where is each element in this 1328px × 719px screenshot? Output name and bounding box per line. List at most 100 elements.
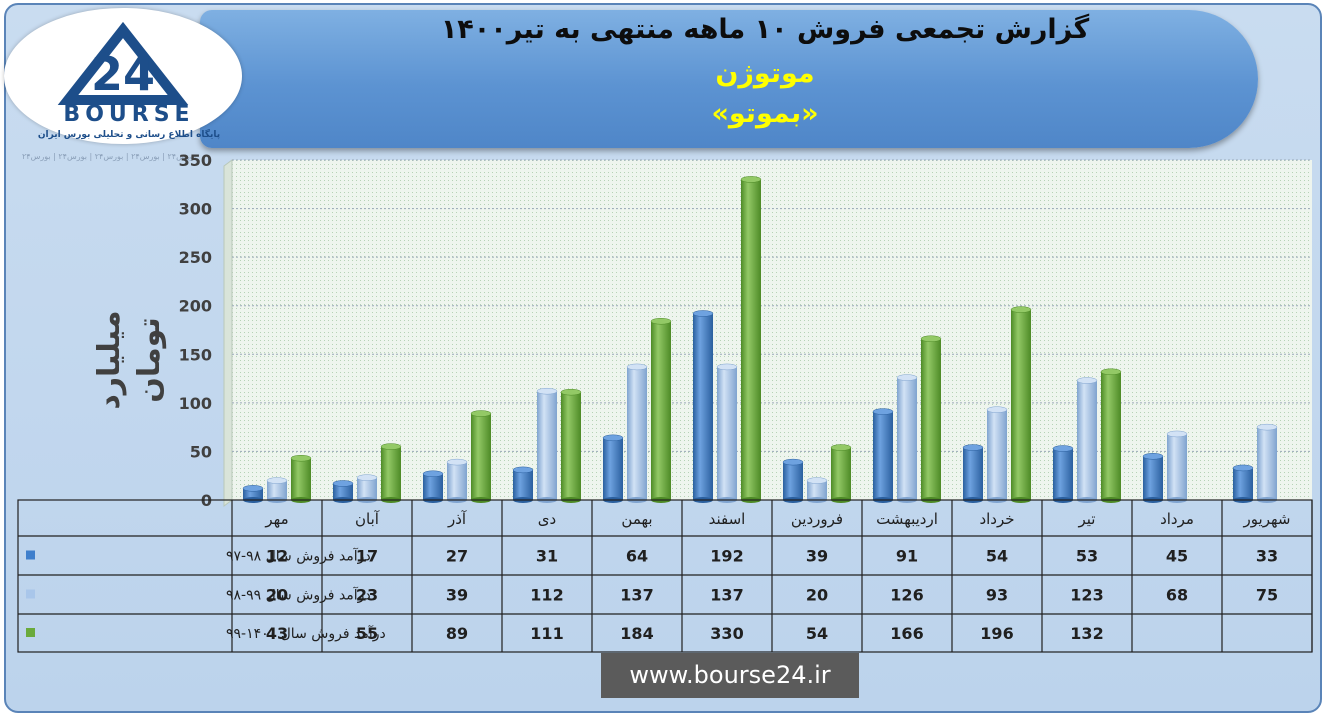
data-label: 43	[266, 624, 288, 643]
data-label: 123	[1070, 586, 1103, 605]
bar-top	[896, 374, 918, 381]
legend-swatch	[26, 628, 35, 637]
bar-body	[717, 366, 737, 500]
logo-tagline: پایگاه اطلاع رسانی و تحلیلی بورس ایران	[37, 130, 221, 140]
data-label: 93	[986, 586, 1008, 605]
company-name: موتوژن	[715, 58, 815, 89]
y-tick-label: 200	[179, 297, 212, 316]
bar-body	[471, 413, 491, 500]
data-label: 192	[710, 547, 743, 566]
x-tick-label: آذر	[447, 510, 467, 528]
bar	[692, 310, 714, 503]
data-label: 54	[806, 624, 828, 643]
bar-top	[626, 363, 648, 371]
bar-top	[872, 408, 894, 415]
y-tick-label: 300	[179, 200, 212, 219]
website-url[interactable]: www.bourse24.ir	[601, 653, 859, 698]
x-tick-label: اسفند	[709, 510, 746, 528]
bar-top	[782, 458, 804, 466]
bar-top	[1052, 445, 1074, 452]
data-label: 39	[806, 547, 828, 566]
bar-top	[1076, 377, 1098, 384]
data-label: 33	[1256, 547, 1278, 566]
bar	[290, 454, 312, 503]
bar-top	[1100, 368, 1122, 376]
data-label: 112	[530, 586, 563, 605]
bar-top	[962, 444, 984, 451]
y-tick-label: 100	[179, 394, 212, 413]
bar-body	[1011, 309, 1031, 500]
bourse24-logo: 24 BOURSE پایگاه اطلاع رسانی و تحلیلی بو…	[4, 8, 242, 144]
bar-body	[783, 462, 803, 500]
bar-body	[831, 447, 851, 500]
bar-top	[716, 363, 738, 371]
data-label: 184	[620, 624, 653, 643]
bar	[1142, 453, 1164, 503]
bar	[896, 374, 918, 503]
bar-body	[741, 179, 761, 500]
logo-word: BOURSE	[63, 102, 195, 127]
bars-group	[242, 176, 1278, 503]
bar-top	[602, 434, 624, 442]
data-label: 27	[446, 547, 468, 566]
data-label: 39	[446, 586, 468, 605]
bar-top	[536, 387, 558, 395]
data-label: 12	[266, 547, 288, 566]
legend-label: درآمد فروش سال ۱۴۰۰-۹۹	[226, 625, 386, 642]
x-tick-label: شهریور	[1243, 510, 1291, 528]
data-label: 89	[446, 624, 468, 643]
bar	[332, 480, 354, 503]
data-label: 53	[1076, 547, 1098, 566]
bar-top	[1010, 306, 1032, 313]
bar-top	[380, 443, 402, 450]
data-label: 137	[620, 586, 653, 605]
report-title: گزارش تجمعی فروش ۱۰ ماهه منتهی به تیر۱۴۰…	[440, 14, 1090, 45]
bar-top	[470, 410, 492, 417]
data-label: 68	[1166, 586, 1188, 605]
bar	[872, 408, 894, 503]
data-label: 132	[1070, 624, 1103, 643]
bar	[356, 474, 378, 503]
bar	[560, 388, 582, 503]
plot-side-wall	[223, 159, 233, 507]
bar	[470, 410, 492, 503]
bar	[512, 466, 534, 503]
bar-body	[1233, 467, 1253, 500]
y-tick-label: 150	[179, 345, 212, 364]
bar-top	[290, 454, 312, 462]
bar-body	[513, 469, 533, 500]
bar	[626, 363, 648, 503]
bar	[1166, 430, 1188, 503]
bar	[650, 318, 672, 503]
bar-body	[987, 409, 1007, 500]
y-tick-label: 50	[190, 442, 212, 461]
y-tick-label: 250	[179, 248, 212, 267]
title-banner	[200, 10, 1258, 148]
bar	[1010, 306, 1032, 503]
bar-top	[266, 477, 288, 484]
x-tick-label: آبان	[355, 510, 380, 528]
bar-body	[333, 483, 353, 500]
bar-body	[381, 446, 401, 500]
data-label: 330	[710, 624, 743, 643]
x-tick-label: اردیبهشت	[876, 510, 938, 528]
bar-body	[1077, 380, 1097, 500]
bar-body	[447, 462, 467, 500]
bar	[536, 387, 558, 503]
bar-body	[963, 447, 983, 500]
bar-body	[921, 338, 941, 500]
bar-body	[267, 480, 287, 500]
data-label: 17	[356, 547, 378, 566]
bar	[782, 458, 804, 503]
bar-top	[1142, 453, 1164, 460]
bar-top	[242, 485, 264, 492]
bar-top	[422, 470, 444, 478]
x-tick-label: مرداد	[1160, 510, 1194, 528]
bar	[1076, 377, 1098, 503]
bar-body	[693, 313, 713, 500]
data-label: 23	[356, 586, 378, 605]
bar-top	[332, 480, 354, 487]
bar-top	[986, 406, 1008, 413]
